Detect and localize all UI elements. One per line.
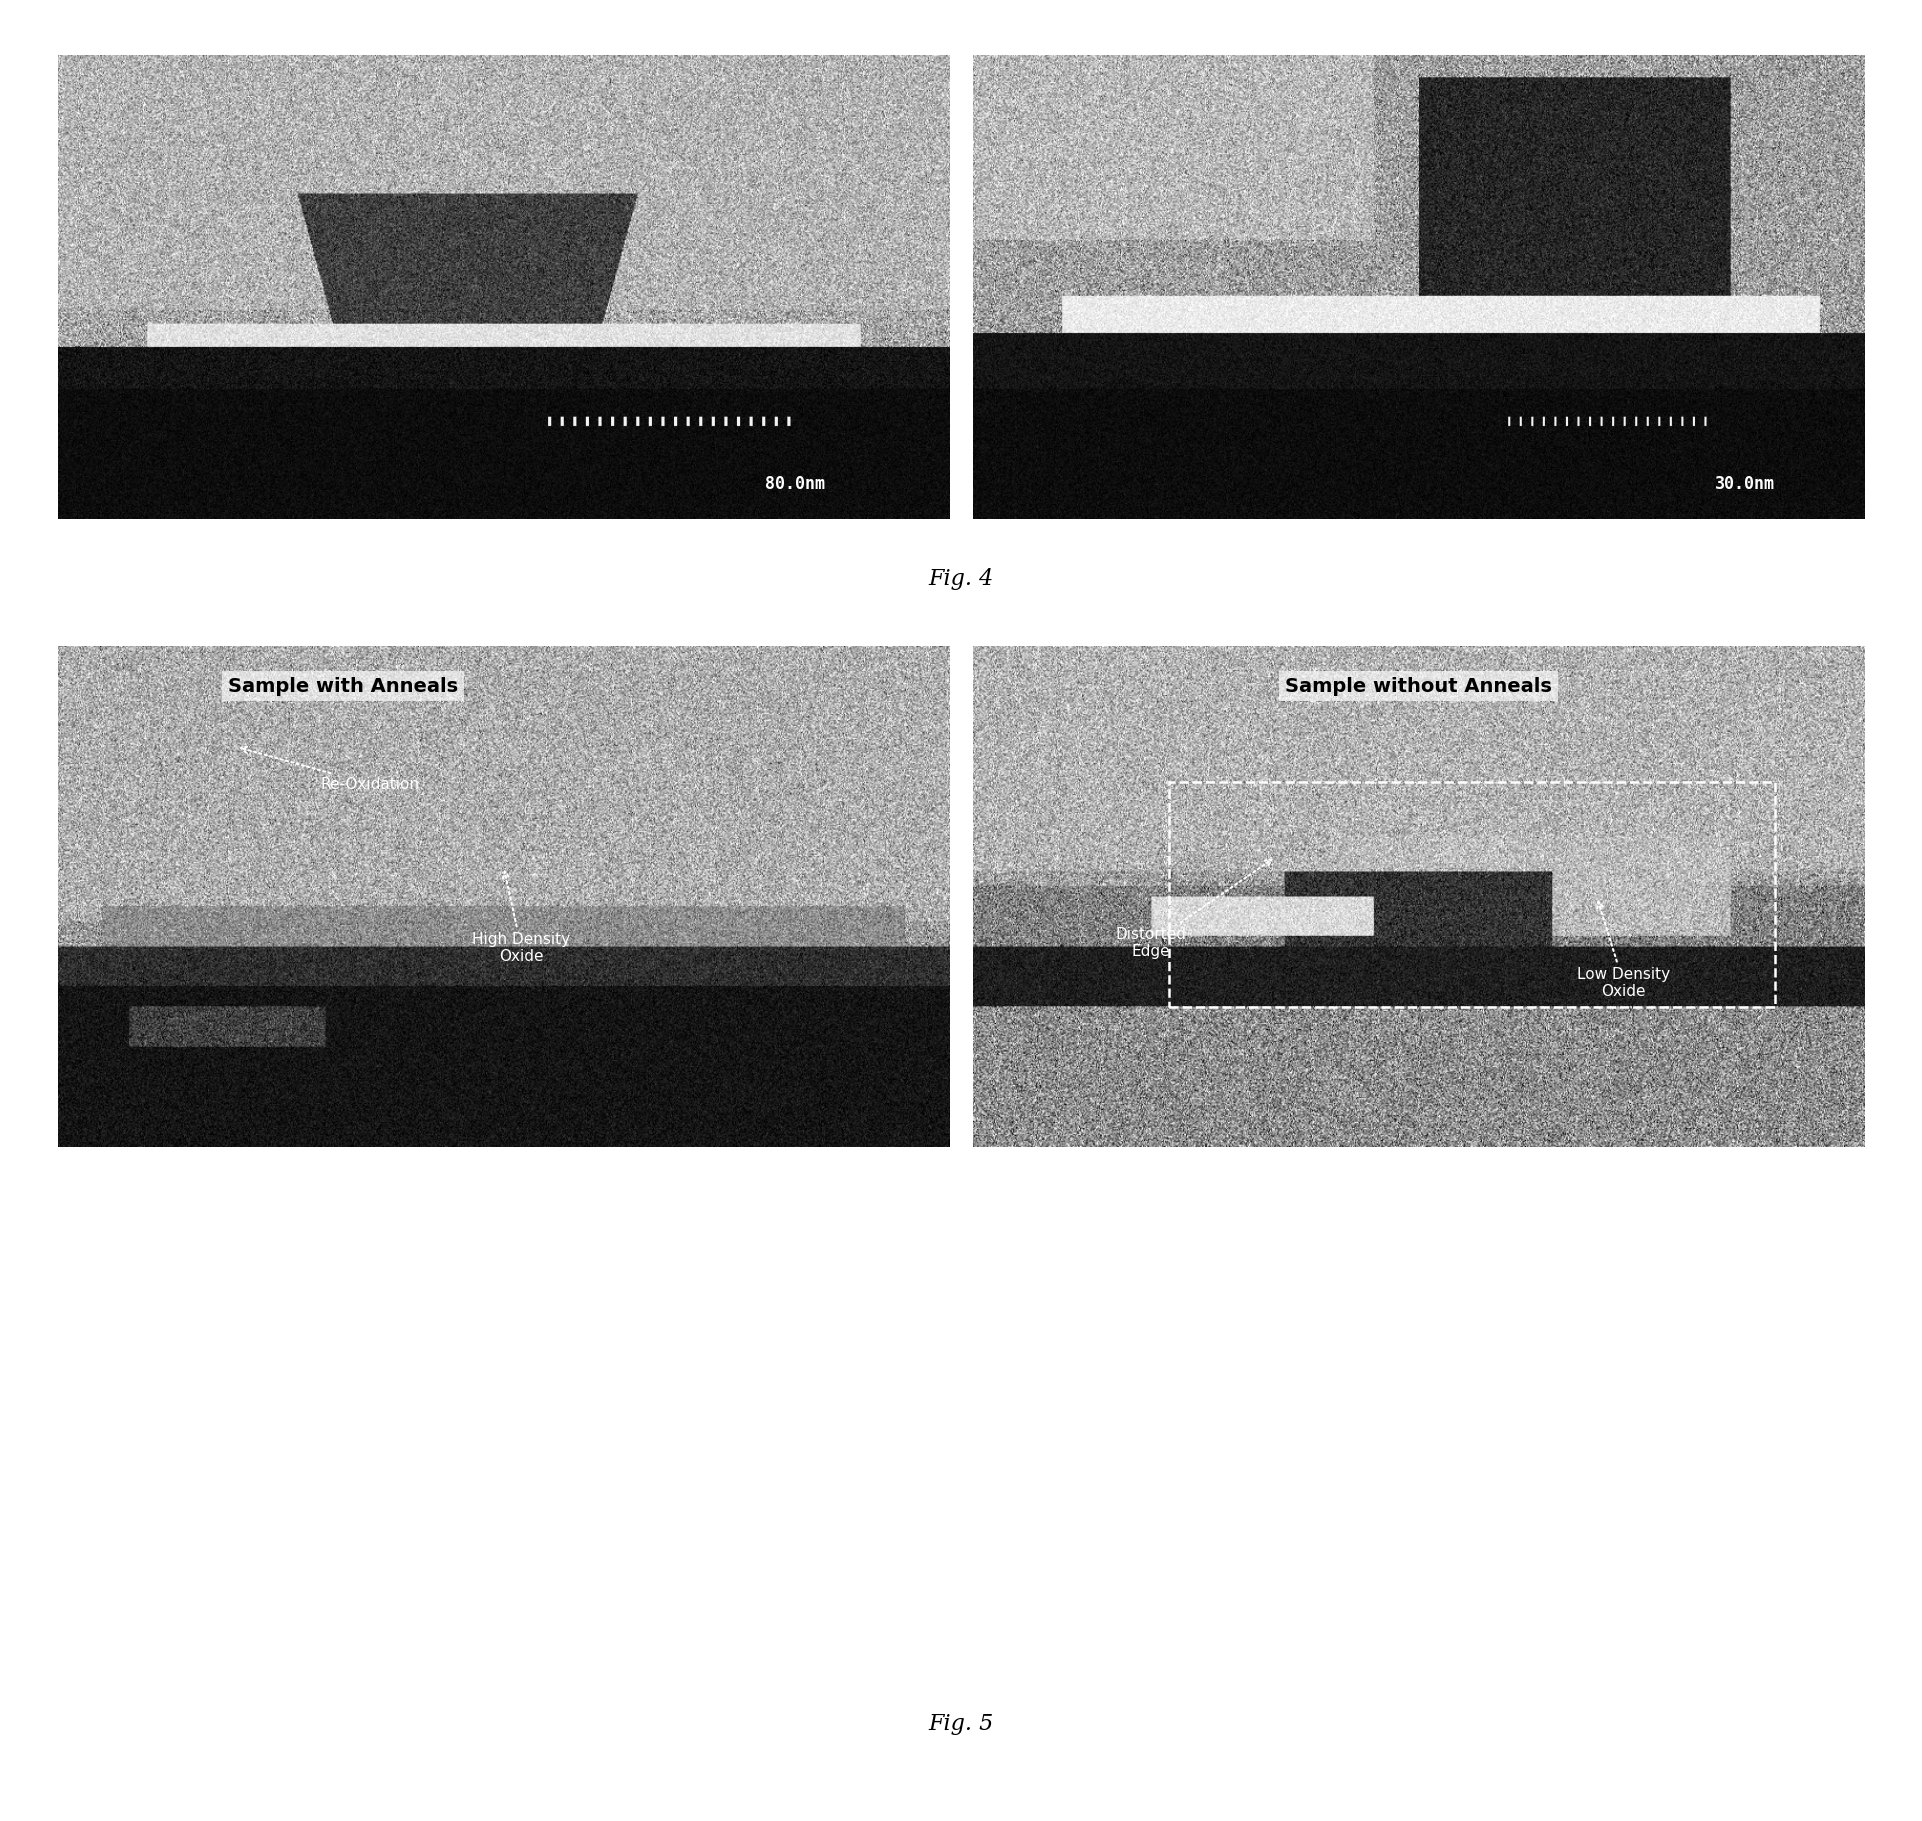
Text: Distorted
Edge: Distorted Edge xyxy=(1115,860,1272,960)
Text: 30.0nm: 30.0nm xyxy=(1714,475,1776,493)
Text: Sample with Anneals: Sample with Anneals xyxy=(229,676,457,696)
Text: High Density
Oxide: High Density Oxide xyxy=(473,872,571,965)
Text: Fig. 5: Fig. 5 xyxy=(928,1714,994,1735)
Text: Fig. 4: Fig. 4 xyxy=(928,568,994,590)
Bar xyxy=(1169,781,1776,1007)
Text: 80.0nm: 80.0nm xyxy=(765,475,825,493)
Text: Sample without Anneals: Sample without Anneals xyxy=(1286,676,1551,696)
Text: Re-Oxidation: Re-Oxidation xyxy=(240,747,419,792)
Text: Low Density
Oxide: Low Density Oxide xyxy=(1576,901,1670,1000)
